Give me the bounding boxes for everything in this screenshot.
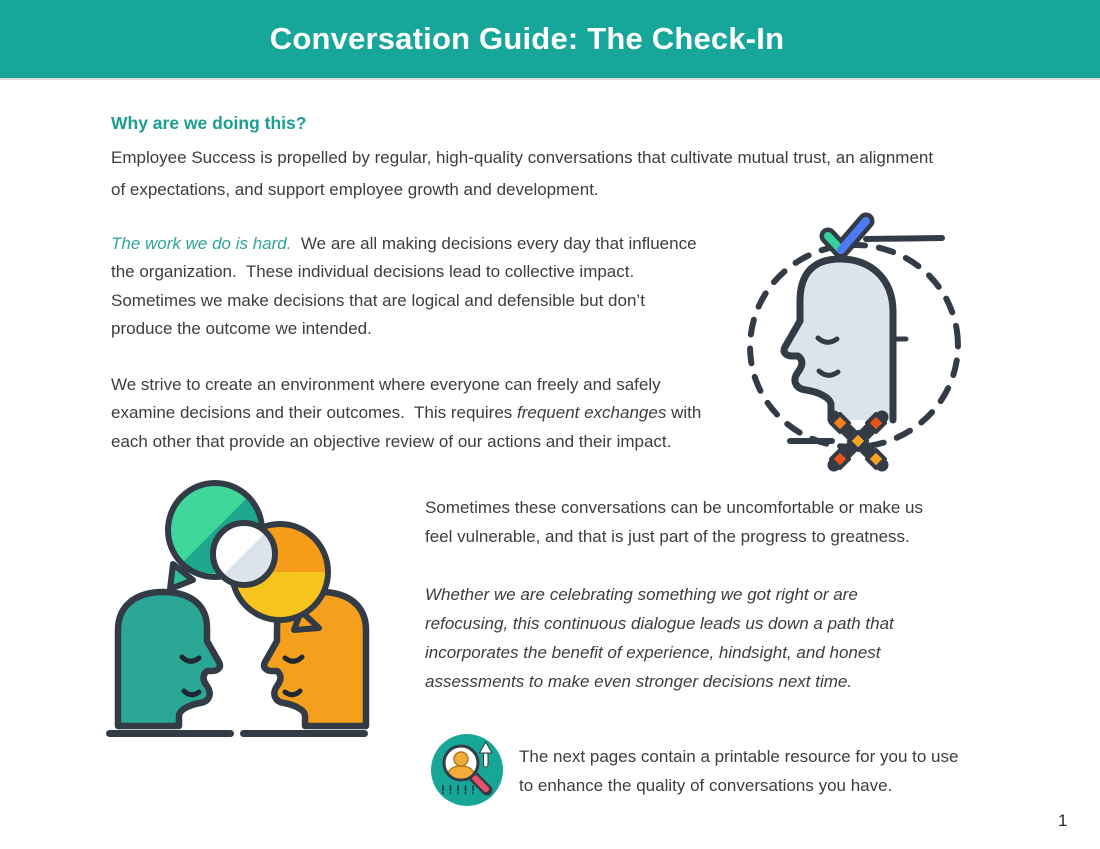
up-arrow-icon (478, 740, 493, 768)
frequent-exchanges-emphasis: frequent exchanges (517, 403, 667, 423)
intro-text: Employee Success is propelled by regular… (111, 148, 938, 199)
intro-paragraph: Employee Success is propelled by regular… (111, 142, 951, 206)
overlap-lens (210, 520, 278, 588)
teal-lead-text: The work we do is hard. (111, 234, 292, 253)
next-pages-paragraph: The next pages contain a printable resou… (519, 743, 967, 800)
exclamation-marks: !!!!! (441, 783, 478, 797)
person-insight-magnifier-icon: !!!!! (431, 734, 503, 806)
uncomfortable-paragraph: Sometimes these conversations can be unc… (425, 493, 953, 551)
reflective-head-illustration (747, 212, 961, 472)
next-pages-text: The next pages contain a printable resou… (519, 747, 964, 795)
celebrating-paragraph: Whether we are celebrating something we … (425, 580, 930, 696)
environment-text-after: with each other that provide an objectiv… (111, 403, 707, 451)
mended-knot-icon (827, 410, 889, 472)
page-title: Conversation Guide: The Check-In (269, 21, 785, 56)
environment-text-before: We strive to create an environment where… (111, 375, 666, 423)
magnifier-glass-icon (442, 744, 493, 796)
conversation-heads-illustration (106, 480, 370, 737)
environment-paragraph: We strive to create an environment where… (111, 371, 703, 456)
title-banner: Conversation Guide: The Check-In (0, 0, 1100, 80)
page-number: 1 (1058, 811, 1068, 830)
hard-work-paragraph: The work we do is hard. We are all makin… (111, 230, 711, 343)
hard-work-text: We are all making decisions every day th… (111, 234, 702, 338)
uncomfortable-text: Sometimes these conversations can be unc… (425, 498, 928, 546)
section-heading: Why are we doing this? (111, 113, 307, 133)
celebrating-text: Whether we are celebrating something we … (425, 585, 899, 691)
teal-head (114, 588, 224, 730)
checkmark-icon (819, 212, 875, 259)
mouth (816, 368, 841, 378)
closed-eye (815, 335, 840, 345)
